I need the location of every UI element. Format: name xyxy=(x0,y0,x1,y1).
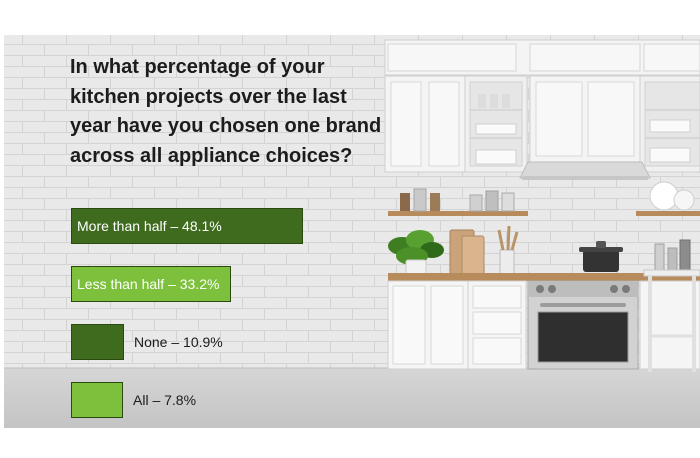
bar-none xyxy=(71,324,124,360)
range-hood xyxy=(519,161,651,180)
question-title: In what percentage of your kitchen proje… xyxy=(70,56,382,167)
counter-items xyxy=(449,225,691,275)
wall-shelves xyxy=(388,181,700,216)
bar-stool xyxy=(643,269,700,372)
bar-label: All – 7.8% xyxy=(133,392,197,408)
bar-label: Less than half – 33.2% xyxy=(77,276,220,292)
bar-label: More than half – 48.1% xyxy=(77,218,222,234)
upper-cabinets xyxy=(384,39,700,173)
bar-all xyxy=(71,382,123,418)
bar-label: None – 10.9% xyxy=(134,334,223,350)
potted-plant xyxy=(388,230,444,275)
bar-less-than-half xyxy=(71,266,231,302)
oven xyxy=(527,280,639,370)
bar-more-than-half xyxy=(71,208,303,244)
countertop xyxy=(388,273,700,281)
